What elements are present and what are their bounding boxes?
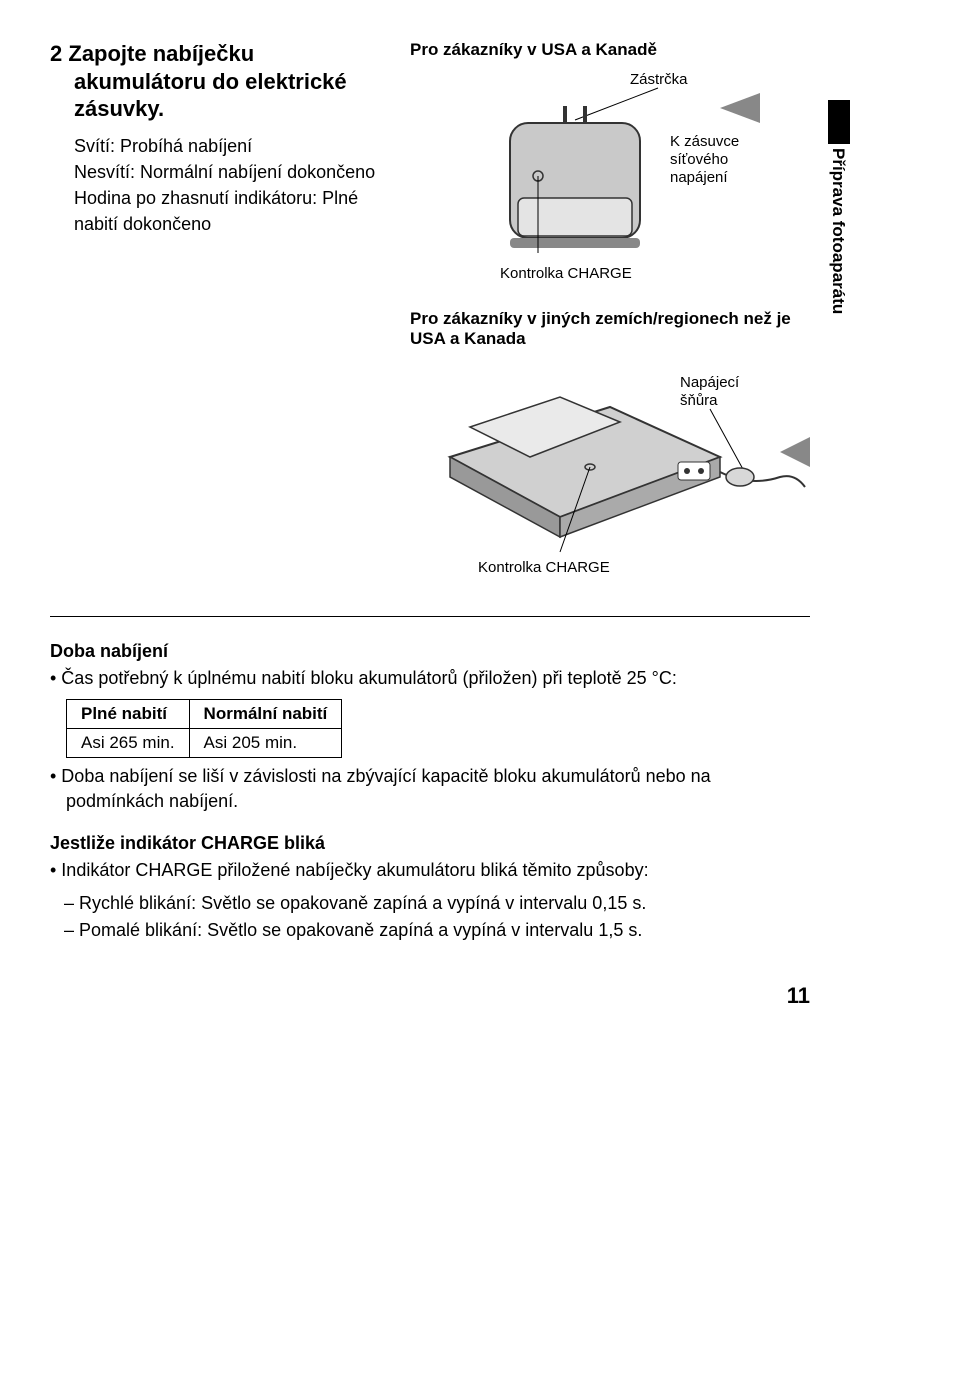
blink-slow: – Pomalé blikání: Světlo se opakovaně za… [50,918,810,943]
ct-col1-value: Asi 265 min. [67,729,190,758]
other-header: Pro zákazníky v jiných zemích/regionech … [410,309,810,349]
ct-col2-header: Normální nabití [189,700,342,729]
side-tab-label: Příprava fotoaparátu [828,148,848,314]
arrow-cord-icon [780,437,810,467]
outlet-label-3: napájení [670,169,728,186]
blink-bullet: • Indikátor CHARGE přiložené nabíječky a… [50,858,810,883]
usa-header: Pro zákazníky v USA a Kanadě [410,40,810,60]
step-column: 2 Zapojte nabíječku akumulátoru do elekt… [50,40,380,592]
step-sub3: Hodina po zhasnutí indikátoru: Plné nabi… [74,185,380,237]
charge-time-title: Doba nabíjení [50,641,810,662]
charge-time-bullet2: • Doba nabíjení se liší v závislosti na … [50,764,810,814]
diagram-column: Pro zákazníky v USA a Kanadě Zástrčka K … [410,40,810,592]
arrow-outlet-icon [720,93,760,123]
step-title-line1: Zapojte nabíječku [68,41,254,66]
page-number: 11 [50,983,810,1009]
outlet-label-2: síťového [670,151,728,168]
side-tab-marker [828,100,850,144]
step-title: 2 Zapojte nabíječku akumulátoru do elekt… [50,40,380,123]
side-tab: Příprava fotoaparátu [828,100,850,360]
charge-time-bullet1: • Čas potřebný k úplnému nabití bloku ak… [50,666,810,691]
cord-label-2: šňůra [680,392,718,409]
diagram-other: Napájecí šňůra [410,357,810,592]
blink-title: Jestliže indikátor CHARGE bliká [50,833,810,854]
diagram-usa: Zástrčka K zásuvce síťového napájení [410,68,810,303]
charge-lamp-label2: Kontrolka CHARGE [478,559,610,576]
cord-label-1: Napájecí [680,374,740,391]
plug-label: Zástrčka [630,71,688,88]
charger-usa-icon [510,106,640,248]
outlet-label-1: K zásuvce [670,133,739,150]
step-sub1: Svítí: Probíhá nabíjení [74,133,380,159]
step-subtext: Svítí: Probíhá nabíjení Nesvítí: Normáln… [50,133,380,237]
charger-other-icon [450,397,805,537]
step-sub2: Nesvítí: Normální nabíjení dokončeno [74,159,380,185]
step-title-line2: akumulátoru do elektrické [74,69,347,94]
charge-time-table: Plné nabití Normální nabití Asi 265 min.… [66,699,342,758]
charge-time-section: Doba nabíjení • Čas potřebný k úplnému n… [50,641,810,815]
step-title-line3: zásuvky. [74,96,164,121]
ct-col1-header: Plné nabití [67,700,190,729]
ct-col2-value: Asi 205 min. [189,729,342,758]
charge-lamp-label: Kontrolka CHARGE [500,265,632,282]
blink-fast: – Rychlé blikání: Světlo se opakovaně za… [50,891,810,916]
blink-section: Jestliže indikátor CHARGE bliká • Indiká… [50,833,810,944]
step-number: 2 [50,41,62,66]
